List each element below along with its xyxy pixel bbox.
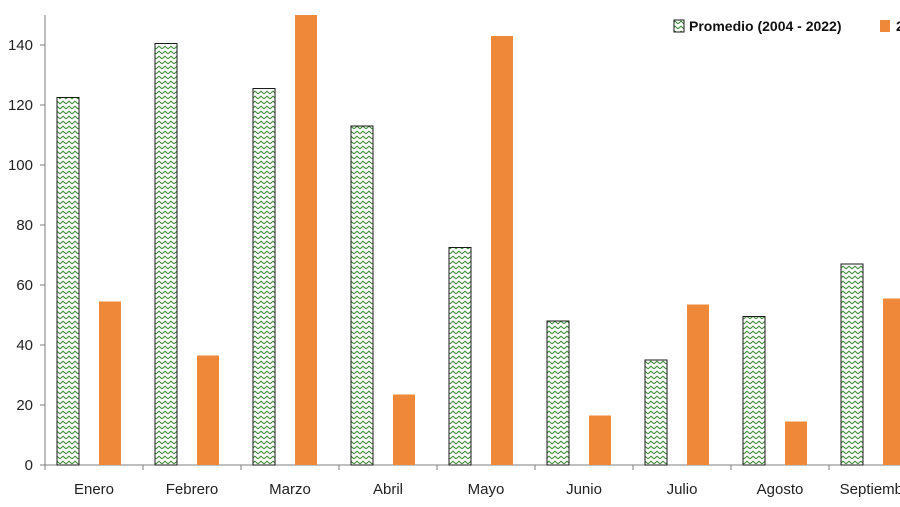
x-tick-label: Septiembre [840, 481, 900, 498]
legend-swatch [880, 20, 890, 32]
x-tick-label: Abril [373, 481, 403, 498]
bar-promedio [742, 316, 766, 466]
x-tick-label: Febrero [166, 481, 219, 498]
bar-promedio [840, 263, 864, 466]
y-tick-label: 140 [8, 37, 33, 54]
bar-series-2 [785, 421, 807, 465]
bar-promedio [56, 97, 80, 466]
bar-series-2 [589, 415, 611, 465]
bar-promedio [350, 125, 374, 466]
legend: Promedio (2004 - 2022) 2 [673, 18, 900, 34]
bar-series-2 [883, 298, 900, 465]
y-tick-label: 100 [8, 157, 33, 174]
bar-series-2 [393, 394, 415, 465]
y-tick-label: 60 [16, 277, 33, 294]
bar-series-2 [99, 301, 121, 465]
x-tick-label: Mayo [468, 481, 505, 498]
y-tick-label: 40 [16, 337, 33, 354]
bar-series-2 [491, 36, 513, 465]
bar-promedio [252, 88, 276, 466]
x-tick-label: Enero [74, 481, 114, 498]
y-tick-label: 0 [25, 457, 33, 474]
x-tick-label: Junio [566, 481, 602, 498]
y-tick-label: 120 [8, 97, 33, 114]
bar-promedio [448, 247, 472, 466]
bar-promedio [644, 359, 668, 466]
bar-series-2 [295, 15, 317, 465]
bar-promedio [154, 43, 178, 466]
bar-promedio [546, 320, 570, 466]
x-tick-label: Agosto [757, 481, 804, 498]
legend-label: 2 [896, 18, 900, 34]
x-tick-label: Marzo [269, 481, 311, 498]
legend-swatch [673, 19, 685, 33]
bar-series-2 [687, 304, 709, 465]
y-tick-label: 80 [16, 217, 33, 234]
legend-label: Promedio (2004 - 2022) [689, 18, 842, 34]
x-tick-label: Julio [667, 481, 698, 498]
bar-series-2 [197, 355, 219, 465]
y-tick-label: 20 [16, 397, 33, 414]
